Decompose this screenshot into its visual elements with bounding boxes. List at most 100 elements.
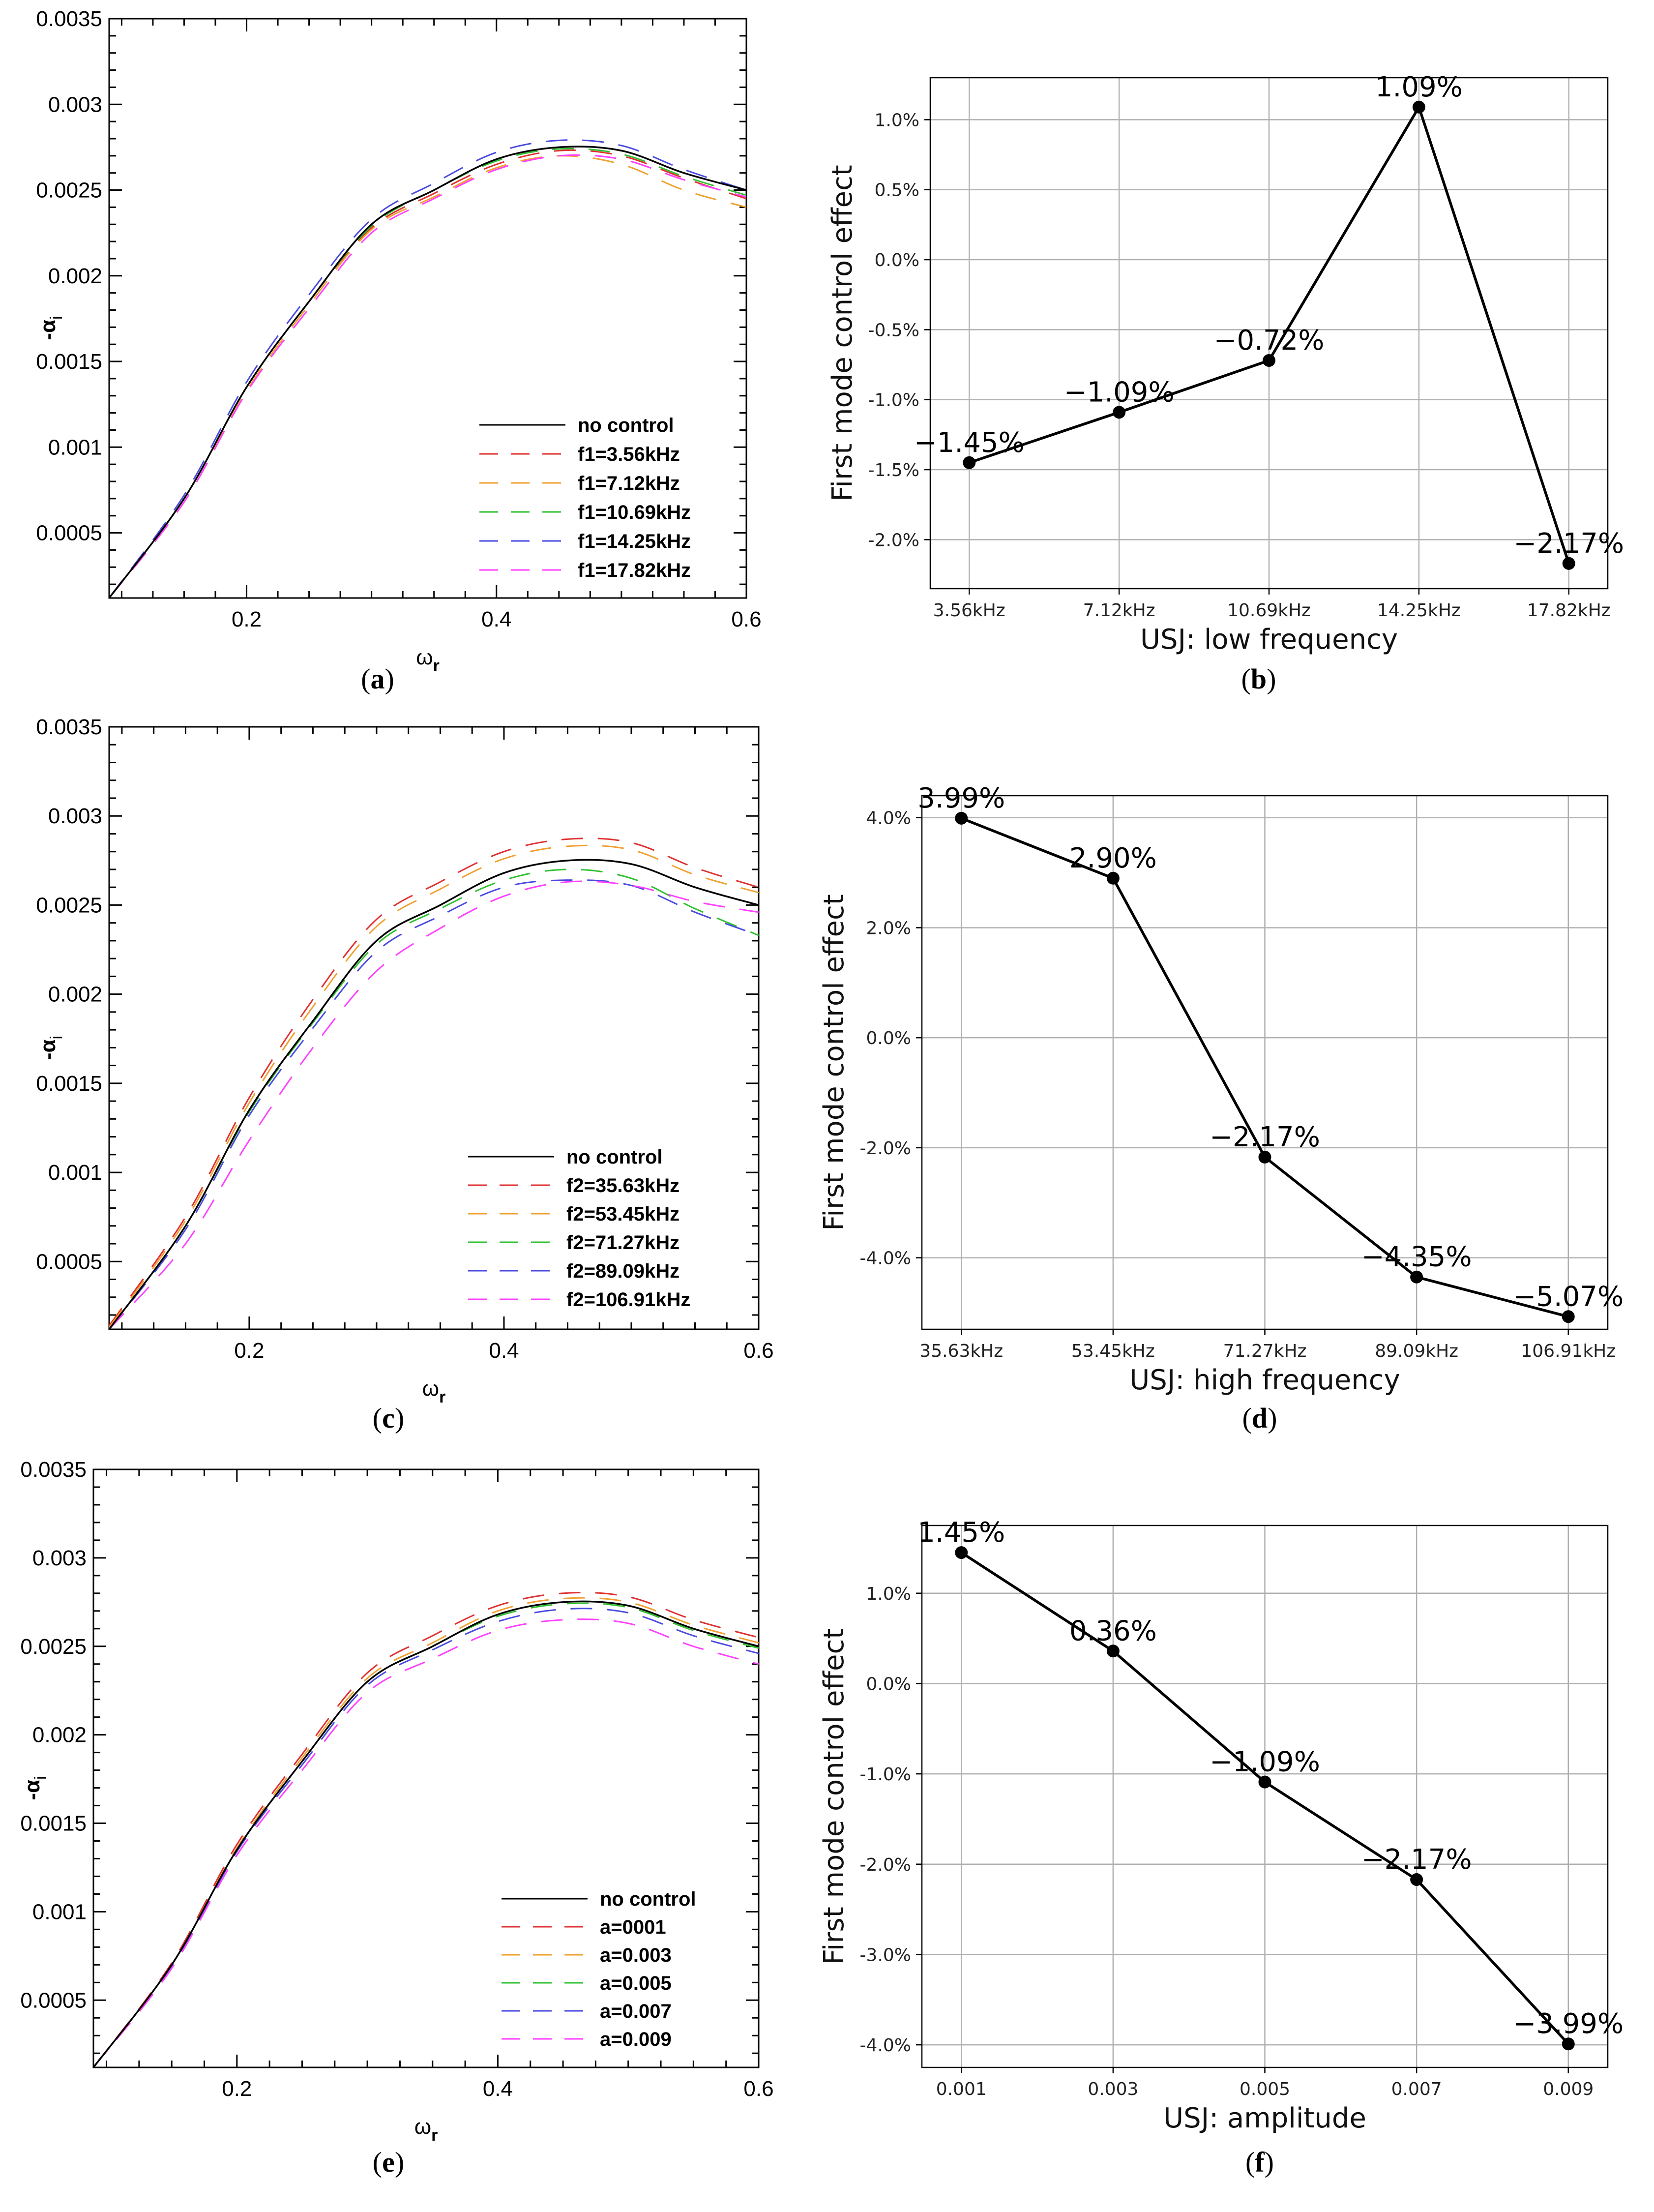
data-label: −0.72% bbox=[1214, 325, 1325, 357]
x-axis-label: ωr bbox=[416, 645, 440, 675]
y-axis-label: -αi bbox=[36, 316, 66, 340]
y-tick-label: 0.001 bbox=[32, 1900, 87, 1924]
caption-open: ( bbox=[361, 663, 370, 695]
data-point bbox=[1106, 871, 1120, 885]
y-tick-label: -2.0% bbox=[860, 1855, 911, 1875]
series-line-f1-7-12kHz bbox=[109, 155, 746, 598]
y-axis-subscript: i bbox=[47, 1036, 66, 1040]
data-label: −2.17% bbox=[1513, 528, 1624, 560]
chart-c: (c) 0.2 0.4 0.6 0.0005 0.001 0.0015 0.002 0.0025… bbox=[36, 715, 774, 1434]
x-tick-label: 0.6 bbox=[743, 2077, 773, 2101]
x-tick-label: 0.6 bbox=[731, 607, 761, 631]
y-axis-subscript: i bbox=[47, 316, 66, 320]
data-point bbox=[1410, 1873, 1423, 1886]
series-group bbox=[109, 837, 759, 1329]
y-tick-label: 0.003 bbox=[32, 1546, 87, 1570]
y-tick-label: 0.0% bbox=[875, 250, 919, 270]
y-tick-label: 0.0025 bbox=[36, 179, 102, 203]
caption-open: ( bbox=[373, 2146, 382, 2178]
y-tick-label: 0.002 bbox=[48, 983, 102, 1007]
caption-close: ) bbox=[385, 663, 394, 695]
x-tick-label: 0.001 bbox=[936, 2079, 987, 2099]
data-point bbox=[1410, 1270, 1423, 1284]
data-label: −1.45% bbox=[914, 427, 1025, 459]
legend-label: a=0.003 bbox=[600, 1944, 672, 1966]
y-tick-label: 2.0% bbox=[866, 918, 911, 938]
legend-label: f1=3.56kHz bbox=[578, 444, 680, 465]
chart-b: (b) 3.56kHz 7.12kHz 10.69kHz 14.25kHz 17.82kH… bbox=[827, 71, 1624, 695]
x-axis-symbol: ω bbox=[422, 1376, 439, 1401]
data-label: 1.45% bbox=[917, 1517, 1005, 1549]
plot-frame bbox=[108, 726, 760, 1330]
caption-e: (e) bbox=[373, 2146, 404, 2178]
series-line-no-control bbox=[109, 859, 759, 1329]
x-axis-subscript: r bbox=[431, 2126, 438, 2145]
y-tick-label: 0.0025 bbox=[36, 893, 102, 917]
series-group bbox=[109, 139, 746, 598]
x-tick-label: 0.2 bbox=[222, 2077, 252, 2101]
data-label: −2.17% bbox=[1210, 1121, 1320, 1153]
x-tick-label: 14.25kHz bbox=[1377, 600, 1461, 621]
y-tick-label: -1.0% bbox=[868, 390, 919, 411]
y-tick-label: 0.002 bbox=[48, 264, 102, 288]
y-axis-subscript: i bbox=[31, 1776, 50, 1780]
y-axis-label: First mode control effect bbox=[827, 165, 858, 501]
legend-label: f2=53.45kHz bbox=[566, 1203, 679, 1225]
plot-frame bbox=[92, 1468, 760, 2068]
legend-label: no control bbox=[566, 1146, 663, 1168]
x-tick-label: 7.12kHz bbox=[1083, 600, 1155, 621]
legend-label: f2=35.63kHz bbox=[566, 1175, 679, 1196]
legend: no control f1=3.56kHz f1=7.12kHz f1=10.69kH… bbox=[479, 415, 691, 581]
series-line-a-0-003 bbox=[93, 1597, 759, 2067]
x-axis-label: ωr bbox=[422, 1376, 446, 1406]
series-line-f1-14-25kHz bbox=[109, 139, 746, 598]
caption-b: (b) bbox=[1241, 663, 1276, 695]
data-point bbox=[963, 456, 976, 469]
caption-open: ( bbox=[1245, 2146, 1255, 2178]
data-point bbox=[1562, 2037, 1575, 2051]
data-point bbox=[955, 1546, 968, 1559]
series-line-f2-35-63kHz bbox=[109, 837, 759, 1326]
series-line-a-0-009 bbox=[93, 1618, 759, 2067]
legend-label: no control bbox=[578, 415, 674, 436]
y-tick-label: 0.002 bbox=[32, 1723, 87, 1747]
caption-close: ) bbox=[395, 2146, 404, 2178]
data-label: 1.09% bbox=[1375, 71, 1463, 103]
series-line-no-control bbox=[109, 146, 746, 598]
x-tick-label: 0.6 bbox=[743, 1339, 773, 1363]
x-tick-label: 0.003 bbox=[1088, 2079, 1138, 2099]
y-tick-label: 1.0% bbox=[866, 1584, 911, 1604]
plot-frame bbox=[108, 18, 747, 599]
data-label: −4.35% bbox=[1361, 1241, 1472, 1273]
series-line-a-0-005 bbox=[93, 1602, 759, 2067]
caption-letter: b bbox=[1251, 663, 1267, 695]
caption-letter: a bbox=[371, 663, 385, 695]
series-line-a-0-007 bbox=[93, 1608, 759, 2067]
caption-close: ) bbox=[1268, 1402, 1277, 1434]
data-label: 0.36% bbox=[1069, 1615, 1157, 1647]
caption-close: ) bbox=[395, 1402, 404, 1434]
y-axis-label: -αi bbox=[20, 1776, 50, 1800]
data-point bbox=[1562, 557, 1575, 570]
x-tick-label: 0.4 bbox=[483, 2077, 513, 2101]
y-tick-label: 0.0005 bbox=[20, 1988, 87, 2012]
caption-letter: d bbox=[1252, 1402, 1268, 1434]
data-label: 3.99% bbox=[917, 782, 1005, 814]
y-tick-label: 0.001 bbox=[48, 435, 102, 459]
x-tick-label: 10.69kHz bbox=[1227, 600, 1311, 621]
x-tick-label: 17.82kHz bbox=[1527, 600, 1611, 621]
series-line-f1-3-56kHz bbox=[109, 149, 746, 598]
y-tick-label: 4.0% bbox=[866, 808, 911, 829]
y-tick-label: 0.5% bbox=[875, 180, 919, 201]
data-label: −1.09% bbox=[1064, 376, 1175, 408]
legend-label: f1=7.12kHz bbox=[578, 473, 680, 494]
legend-label: f2=106.91kHz bbox=[566, 1289, 690, 1311]
y-tick-label: 0.0% bbox=[866, 1028, 911, 1048]
x-tick-label: 3.56kHz bbox=[933, 600, 1005, 621]
y-axis-label: -αi bbox=[36, 1036, 66, 1060]
series-line-f2-106-91kHz bbox=[109, 880, 759, 1329]
chart-d: (d) 35.63kHz 53.45kHz 71.27kHz 89.09kHz 106.9… bbox=[818, 782, 1624, 1434]
caption-c: (c) bbox=[373, 1402, 404, 1434]
legend-label: f2=71.27kHz bbox=[566, 1232, 679, 1254]
